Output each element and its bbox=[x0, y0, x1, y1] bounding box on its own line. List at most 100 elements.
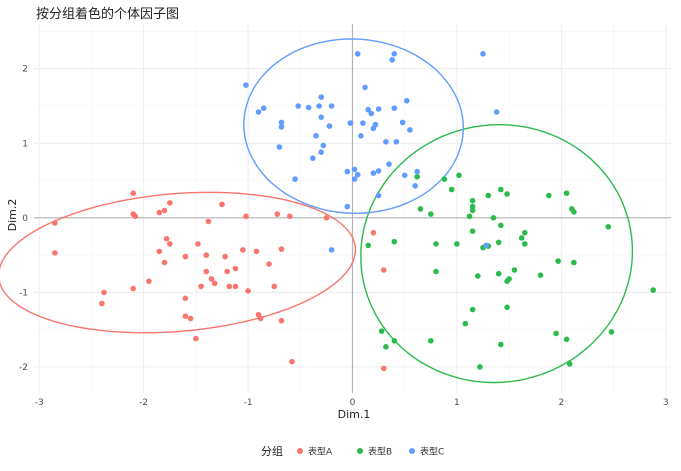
point-表型C bbox=[255, 109, 262, 115]
point-表型A bbox=[52, 220, 58, 226]
point-表型B bbox=[546, 192, 552, 199]
point-表型B bbox=[466, 213, 473, 220]
point-表型A bbox=[195, 241, 201, 247]
reference-lines bbox=[34, 24, 671, 393]
point-表型B bbox=[433, 241, 439, 247]
point-表型A bbox=[146, 278, 152, 285]
point-表型A bbox=[274, 211, 281, 217]
point-表型B bbox=[498, 341, 504, 348]
point-表型C bbox=[404, 98, 410, 104]
y-tick-labels: -2 -1 0 1 2 bbox=[19, 65, 28, 373]
x-axis-title: Dim.1 bbox=[338, 408, 371, 421]
point-表型C bbox=[358, 133, 364, 139]
legend-key bbox=[297, 448, 303, 454]
point-表型C bbox=[360, 120, 366, 126]
point-表型C bbox=[362, 84, 368, 91]
x-tick-label: 2 bbox=[558, 398, 564, 408]
point-表型C bbox=[365, 106, 372, 113]
point-表型A bbox=[203, 268, 210, 275]
x-tick-label: 1 bbox=[454, 398, 460, 408]
point-表型C bbox=[320, 142, 327, 149]
point-表型B bbox=[563, 190, 570, 196]
point-表型C bbox=[354, 171, 361, 178]
point-表型C bbox=[344, 203, 351, 210]
point-表型A bbox=[211, 280, 218, 287]
point-表型B bbox=[391, 338, 398, 344]
point-表型B bbox=[441, 176, 448, 182]
x-tick-label: -2 bbox=[139, 398, 148, 408]
point-表型C bbox=[407, 127, 413, 133]
legend-key bbox=[409, 448, 415, 454]
point-表型A bbox=[156, 209, 163, 216]
point-表型A bbox=[182, 313, 189, 320]
point-表型B bbox=[553, 330, 559, 337]
ellipse-表型C bbox=[243, 38, 465, 214]
x-tick-label: -3 bbox=[35, 398, 44, 408]
point-表型B bbox=[498, 186, 504, 193]
point-表型C bbox=[391, 105, 398, 111]
point-表型A bbox=[156, 248, 163, 255]
point-表型A bbox=[99, 300, 105, 307]
point-表型C bbox=[401, 172, 408, 179]
point-表型A bbox=[52, 250, 58, 256]
point-表型A bbox=[240, 247, 246, 253]
point-表型A bbox=[203, 252, 210, 258]
point-表型B bbox=[498, 222, 504, 229]
point-表型A bbox=[163, 235, 170, 242]
point-表型C bbox=[393, 139, 400, 145]
confidence-ellipses bbox=[0, 38, 634, 384]
legend-label: 表型B bbox=[368, 446, 392, 458]
point-表型B bbox=[475, 273, 481, 279]
point-表型B bbox=[378, 328, 385, 334]
point-表型A bbox=[323, 215, 330, 221]
point-表型B bbox=[506, 276, 512, 282]
point-表型C bbox=[278, 119, 285, 126]
y-tick-label: -1 bbox=[19, 288, 28, 298]
point-表型B bbox=[537, 272, 544, 279]
point-表型B bbox=[448, 186, 455, 193]
point-表型B bbox=[650, 287, 656, 293]
point-表型B bbox=[414, 174, 421, 180]
point-表型B bbox=[495, 239, 502, 246]
point-表型B bbox=[566, 361, 573, 367]
point-表型B bbox=[605, 224, 612, 230]
point-表型B bbox=[383, 344, 389, 350]
point-表型A bbox=[130, 285, 136, 292]
point-表型B bbox=[504, 304, 510, 311]
point-表型B bbox=[490, 215, 497, 221]
point-表型C bbox=[313, 133, 319, 139]
point-表型A bbox=[278, 246, 285, 252]
point-表型B bbox=[428, 211, 434, 217]
x-tick-label: 3 bbox=[663, 398, 669, 408]
y-tick-label: 2 bbox=[22, 65, 28, 75]
point-表型A bbox=[224, 268, 230, 275]
ellipse-表型A bbox=[0, 191, 357, 334]
point-表型B bbox=[511, 267, 518, 273]
point-表型C bbox=[243, 82, 249, 88]
point-表型A bbox=[187, 315, 194, 322]
point-表型C bbox=[354, 51, 361, 57]
point-表型A bbox=[253, 248, 260, 255]
point-表型B bbox=[469, 203, 476, 210]
point-表型C bbox=[493, 109, 500, 115]
point-表型A bbox=[132, 213, 139, 220]
point-表型B bbox=[391, 238, 398, 245]
legend-key bbox=[357, 448, 363, 454]
point-表型B bbox=[504, 191, 510, 197]
point-表型A bbox=[198, 283, 204, 290]
point-表型B bbox=[522, 229, 528, 236]
point-表型A bbox=[167, 200, 173, 206]
point-表型C bbox=[260, 105, 267, 111]
point-表型B bbox=[477, 364, 483, 370]
point-表型B bbox=[522, 241, 528, 247]
point-表型B bbox=[469, 228, 476, 234]
point-表型C bbox=[391, 51, 398, 57]
point-表型A bbox=[205, 218, 212, 225]
point-表型C bbox=[414, 168, 421, 175]
point-表型C bbox=[295, 103, 302, 109]
point-表型C bbox=[328, 103, 335, 109]
point-表型C bbox=[372, 121, 379, 128]
point-表型A bbox=[182, 295, 189, 302]
point-表型B bbox=[462, 320, 469, 327]
point-表型C bbox=[351, 176, 358, 182]
